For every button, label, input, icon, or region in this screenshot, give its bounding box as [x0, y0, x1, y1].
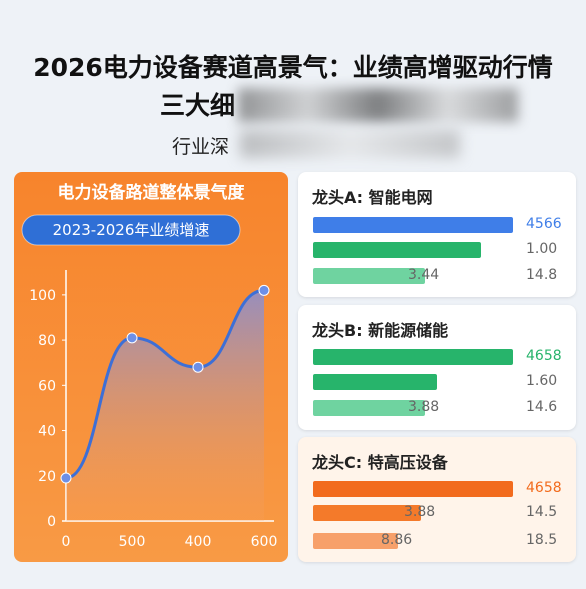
y-tick-label: 80 [38, 333, 56, 349]
card: 龙头B: 新能源储能 4658 1.60 3.88 14.6 [298, 305, 576, 430]
bar [313, 481, 513, 497]
card: 龙头C: 特高压设备 4658 3.88 14.5 8.86 18.5 [298, 437, 576, 562]
bar-label: 14.5 [526, 504, 558, 520]
point [258, 284, 270, 296]
bar-label: 1.00 [526, 241, 558, 257]
card: 龙头A: 智能电网 4566 1.00 3.44 14.8 [298, 172, 576, 297]
y-tick-label: 100 [29, 288, 56, 304]
card-title: 龙头B: 新能源储能 [312, 321, 449, 340]
area [66, 290, 264, 521]
bar [313, 505, 421, 521]
blurred [240, 130, 460, 158]
x-tick-label: 400 [185, 534, 212, 550]
bar-label: 3.88 [404, 504, 436, 520]
bar-label: 4658 [526, 348, 562, 364]
blurred [238, 88, 518, 122]
bar-label: 1.60 [526, 373, 558, 389]
card-title: 龙头A: 智能电网 [312, 188, 433, 207]
bar [313, 533, 398, 549]
bar-label: 8.86 [381, 532, 413, 548]
chart-title: 电力设备路道整体景气度 [58, 182, 246, 203]
badge-text: 2023-2026年业绩增速 [53, 221, 210, 239]
y-tick-label: 20 [38, 469, 56, 485]
bar [313, 268, 425, 284]
title: 2026电力设备赛道高景气：业绩高增驱动行情 [33, 53, 553, 82]
badge [21, 214, 241, 246]
x-tick-label: 500 [119, 534, 146, 550]
point [60, 472, 72, 484]
bar-label: 3.44 [408, 267, 440, 283]
bar [313, 374, 437, 390]
y-tick-label: 0 [47, 514, 56, 530]
subtitle: 行业深 [172, 136, 230, 158]
title-line2: 三大细 [160, 91, 236, 120]
bar-label: 3.88 [408, 399, 440, 415]
point [126, 332, 138, 344]
bar [313, 400, 425, 416]
bar [313, 242, 481, 258]
chart-card: 电力设备路道整体景气度 2023-2026年业绩增速 0 20 40 60 80 100 0… [14, 172, 288, 562]
x-tick-label: 600 [251, 534, 278, 550]
line [65, 288, 265, 480]
bar [313, 217, 513, 233]
point [192, 361, 204, 373]
y-tick-label: 40 [38, 424, 56, 440]
bar-label: 4658 [526, 480, 562, 496]
bar-label: 18.5 [526, 532, 558, 548]
bar-label: 14.6 [526, 399, 558, 415]
bar [313, 349, 513, 365]
chart: 电力设备路道整体景气度 2023-2026年业绩增速 0 20 40 60 80 100 0… [21, 182, 278, 550]
card-title: 龙头C: 特高压设备 [312, 453, 448, 472]
x-tick-label: 0 [62, 534, 71, 550]
y-tick-label: 60 [38, 378, 56, 394]
bar-label: 4566 [526, 216, 562, 232]
bar-label: 14.8 [526, 267, 558, 283]
